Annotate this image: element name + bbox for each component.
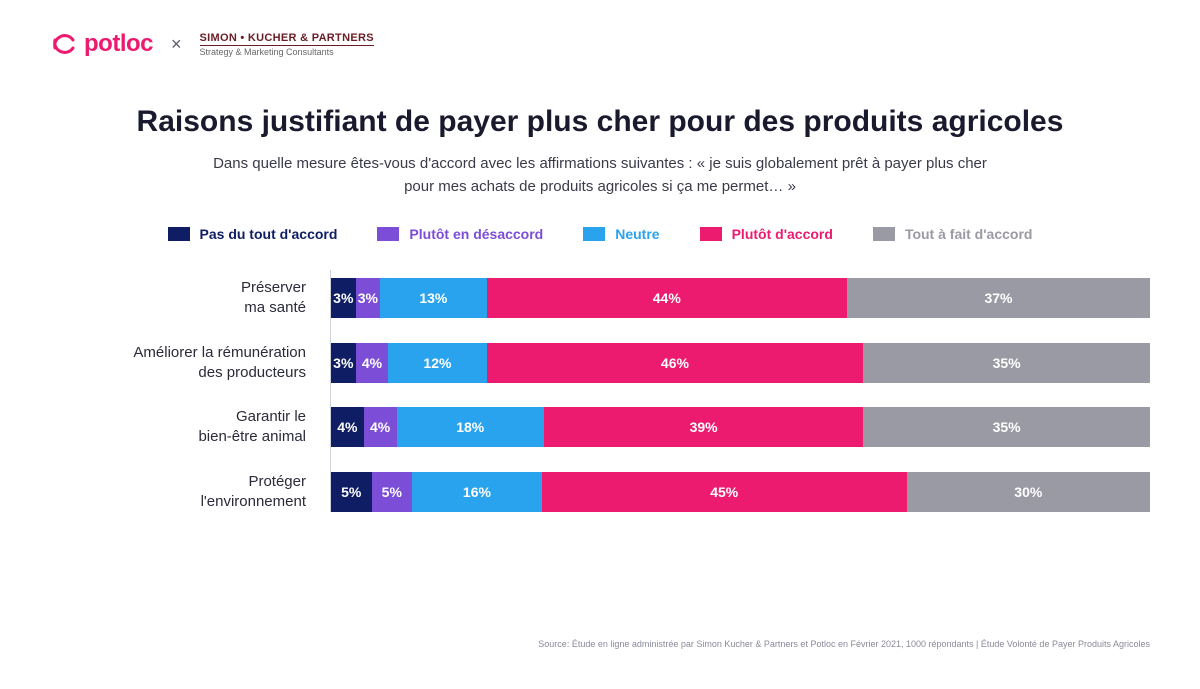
chart-row: Protégerl'environnement5%5%16%45%30% — [50, 472, 1150, 513]
row-label: Préserverma santé — [50, 278, 330, 319]
bar-segment: 4% — [331, 407, 364, 447]
bar-segment: 16% — [412, 472, 542, 512]
potloc-logo: potloc — [50, 30, 153, 58]
axis-line — [330, 270, 331, 496]
simon-kucher-logo: SIMON • KUCHER & PARTNERS Strategy & Mar… — [200, 32, 374, 57]
legend-label: Neutre — [615, 226, 659, 242]
sk-logo-sub: Strategy & Marketing Consultants — [200, 47, 374, 57]
bar-wrap: 4%4%18%39%35% — [330, 407, 1150, 447]
bar-segment: 35% — [863, 407, 1150, 447]
bar-segment: 45% — [542, 472, 907, 512]
legend-item: Tout à fait d'accord — [873, 226, 1033, 242]
legend-item: Plutôt en désaccord — [377, 226, 543, 242]
chart-title: Raisons justifiant de payer plus cher po… — [0, 105, 1200, 139]
legend-swatch — [168, 227, 190, 241]
bar-segment: 5% — [372, 472, 413, 512]
bar-wrap: 3%4%12%46%35% — [330, 343, 1150, 383]
bar-segment: 35% — [863, 343, 1150, 383]
row-label: Améliorer la rémunérationdes producteurs — [50, 343, 330, 384]
potloc-text: potloc — [84, 30, 153, 58]
source-footnote: Source: Étude en ligne administrée par S… — [538, 639, 1150, 649]
legend-label: Plutôt d'accord — [732, 226, 833, 242]
sk-logo-top: SIMON • KUCHER & PARTNERS — [200, 32, 374, 46]
chart-row: Améliorer la rémunérationdes producteurs… — [50, 343, 1150, 384]
potloc-swirl-icon — [50, 30, 78, 58]
legend: Pas du tout d'accord Plutôt en désaccord N… — [0, 226, 1200, 242]
bar-wrap: 3%3%13%44%37% — [330, 278, 1150, 318]
bar-segment: 12% — [388, 343, 486, 383]
chart-row: Garantir lebien-être animal4%4%18%39%35% — [50, 407, 1150, 448]
legend-swatch — [873, 227, 895, 241]
bar-segment: 3% — [356, 278, 381, 318]
row-label: Protégerl'environnement — [50, 472, 330, 513]
logo-row: potloc × SIMON • KUCHER & PARTNERS Strat… — [50, 30, 374, 58]
bar-segment: 4% — [364, 407, 397, 447]
bar-segment: 5% — [331, 472, 372, 512]
legend-swatch — [700, 227, 722, 241]
legend-swatch — [583, 227, 605, 241]
bar-wrap: 5%5%16%45%30% — [330, 472, 1150, 512]
bar-segment: 18% — [397, 407, 544, 447]
legend-swatch — [377, 227, 399, 241]
legend-item: Pas du tout d'accord — [168, 226, 338, 242]
chart-area: Préserverma santé3%3%13%44%37%Améliorer … — [50, 278, 1150, 512]
bar-segment: 39% — [544, 407, 863, 447]
legend-item: Neutre — [583, 226, 659, 242]
bar-segment: 13% — [380, 278, 486, 318]
chart-row: Préserverma santé3%3%13%44%37% — [50, 278, 1150, 319]
bar-segment: 30% — [907, 472, 1150, 512]
chart-subtitle: Dans quelle mesure êtes-vous d'accord av… — [210, 153, 990, 198]
legend-label: Pas du tout d'accord — [200, 226, 338, 242]
legend-item: Plutôt d'accord — [700, 226, 833, 242]
bar-segment: 44% — [487, 278, 847, 318]
bar-segment: 37% — [847, 278, 1150, 318]
legend-label: Tout à fait d'accord — [905, 226, 1033, 242]
bar-segment: 3% — [331, 278, 356, 318]
bar-segment: 46% — [487, 343, 864, 383]
logo-separator: × — [171, 34, 182, 55]
row-label: Garantir lebien-être animal — [50, 407, 330, 448]
bar-segment: 3% — [331, 343, 356, 383]
legend-label: Plutôt en désaccord — [409, 226, 543, 242]
bar-segment: 4% — [356, 343, 389, 383]
